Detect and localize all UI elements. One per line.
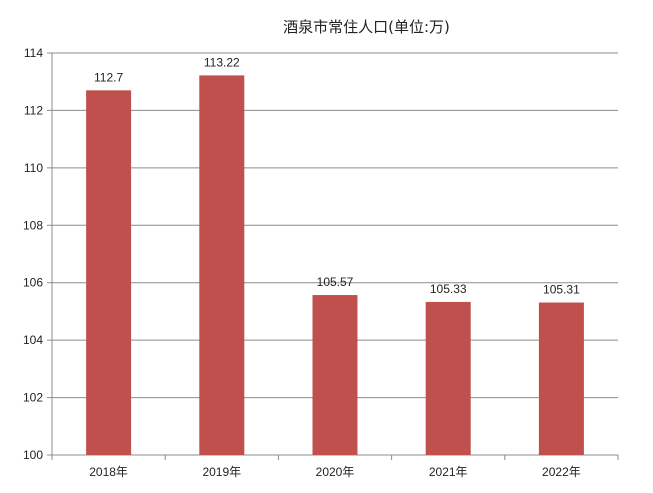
x-tick-label: 2021年: [429, 465, 468, 479]
y-tick-label: 110: [24, 161, 43, 175]
data-labels: 112.7 113.22 105.57 105.33 105.31: [94, 55, 580, 296]
y-tick-label: 104: [23, 333, 43, 347]
bar: [86, 90, 132, 455]
y-tick-label: 114: [24, 46, 43, 60]
data-label: 105.31: [543, 283, 580, 297]
y-tick-labels: 100 102 104 106 108 110 112 114: [23, 46, 43, 462]
x-tick-label: 2022年: [542, 465, 581, 479]
bar: [538, 302, 584, 455]
x-tick-label: 2018年: [89, 465, 128, 479]
x-tick-label: 2019年: [202, 465, 241, 479]
data-label: 112.7: [94, 70, 123, 84]
x-tick-labels: 2018年 2019年 2020年 2021年 2022年: [89, 465, 581, 479]
y-tick-label: 108: [23, 218, 43, 232]
y-tick-label: 102: [23, 391, 43, 405]
x-tick-label: 2020年: [316, 465, 355, 479]
y-tick-label: 106: [23, 276, 43, 290]
chart-title: 酒泉市常住人口(单位:万): [283, 18, 450, 36]
bar: [199, 75, 245, 455]
data-label: 105.33: [430, 282, 467, 296]
bar: [312, 295, 358, 455]
data-label: 113.22: [204, 55, 240, 69]
y-tick-label: 112: [24, 103, 43, 117]
y-tick-label: 100: [23, 448, 43, 462]
bar: [425, 301, 471, 455]
bars: [86, 75, 584, 455]
data-label: 105.57: [317, 275, 354, 289]
